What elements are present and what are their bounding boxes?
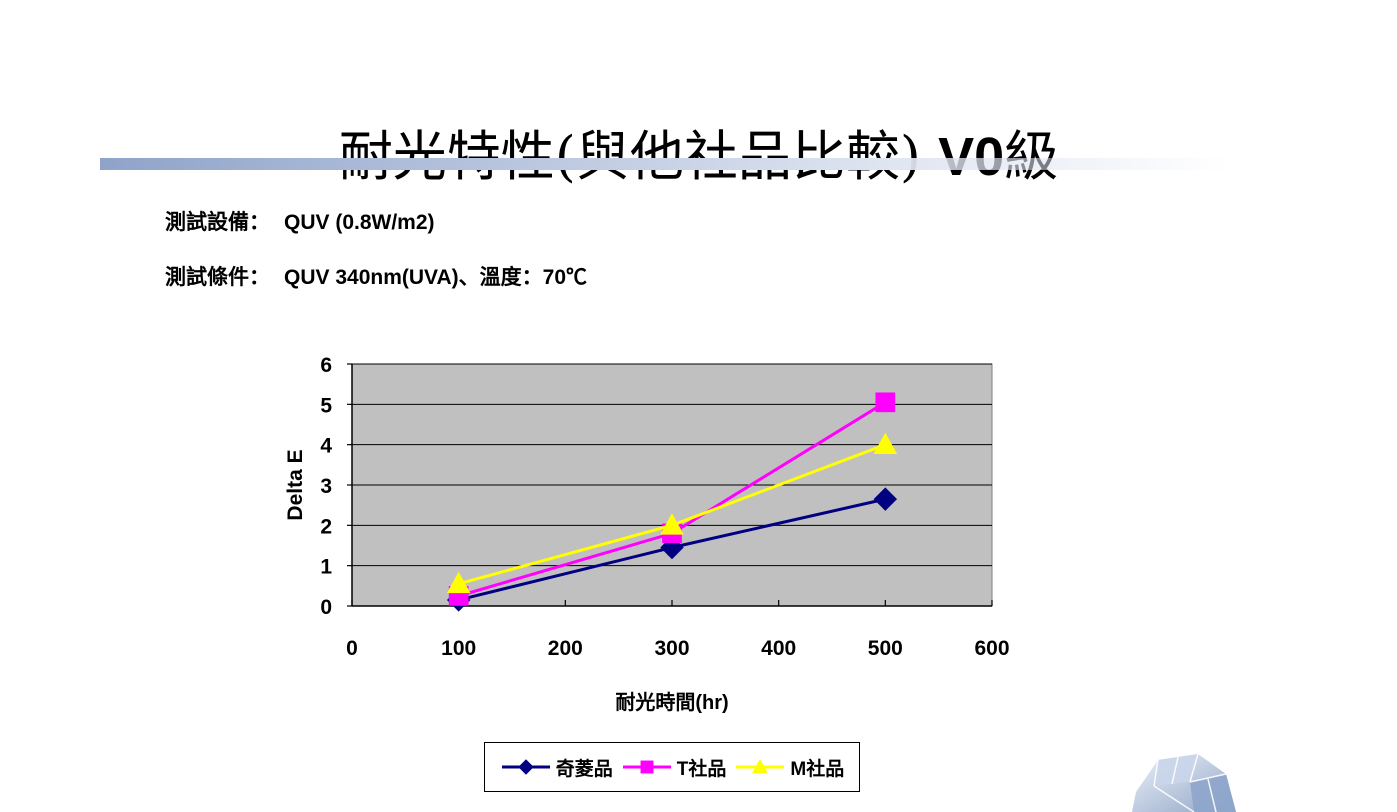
legend-label-0: 奇菱品 bbox=[555, 758, 613, 780]
company-logo-icon bbox=[1132, 753, 1236, 812]
test-condition-line: 測試條件： QUV 340nm(UVA)、溫度：70℃ bbox=[165, 261, 587, 291]
title-grade: V0 bbox=[938, 127, 1005, 187]
slide-title: 耐光特性(與他社品比較) V0級 bbox=[0, 112, 1397, 191]
legend-marker-diamond-icon bbox=[501, 759, 550, 775]
y-tick-label-0: 0 bbox=[320, 596, 332, 619]
x-tick-label-200: 200 bbox=[548, 637, 583, 660]
test-condition-value: QUV 340nm(UVA)、溫度：70℃ bbox=[284, 266, 588, 289]
data-series bbox=[446, 392, 898, 612]
title-suffix: 級 bbox=[1004, 125, 1059, 188]
x-tick-label-500: 500 bbox=[868, 637, 903, 660]
series-1-point-2 bbox=[875, 392, 896, 413]
title-underline bbox=[100, 158, 1230, 170]
chart-legend: 奇菱品 T社品 M社品 bbox=[484, 742, 860, 792]
test-equipment-line: 測試設備： QUV (0.8W/m2) bbox=[165, 206, 435, 236]
x-tick-label-400: 400 bbox=[761, 637, 796, 660]
y-tick-label-3: 3 bbox=[320, 475, 332, 498]
test-equipment-label: 測試設備： bbox=[165, 209, 270, 234]
y-tick-label-5: 5 bbox=[320, 394, 332, 417]
test-equipment-value: QUV (0.8W/m2) bbox=[284, 211, 435, 234]
series-2-point-1 bbox=[660, 513, 684, 535]
legend-item-0: 奇菱品 bbox=[500, 754, 613, 781]
gridlines bbox=[352, 363, 992, 567]
legend-marker-shape bbox=[518, 759, 534, 775]
legend-label-1: T社品 bbox=[676, 758, 727, 780]
tick-labels: 0 100 200 300 400 500 600 0 1 2 3 4 5 6 bbox=[320, 354, 1009, 660]
legend-marker-shape bbox=[640, 760, 654, 774]
legend-marker-triangle-icon bbox=[736, 758, 785, 774]
x-tick-label-0: 0 bbox=[346, 637, 358, 660]
title-main: 耐光特性(與他社品比較) bbox=[338, 125, 921, 188]
legend-item-2: M社品 bbox=[734, 754, 844, 781]
series-2 bbox=[446, 432, 898, 594]
legend-label-2: M社品 bbox=[790, 758, 845, 780]
legend-marker-shape bbox=[752, 758, 769, 774]
series-2-point-0 bbox=[446, 571, 471, 594]
legend-marker-square-icon bbox=[622, 760, 671, 774]
series-2-point-2 bbox=[873, 432, 898, 454]
y-tick-label-2: 2 bbox=[320, 515, 332, 538]
test-condition-label: 測試條件： bbox=[165, 264, 270, 289]
y-tick-label-6: 6 bbox=[320, 354, 332, 377]
x-axis-label: 耐光時間(hr) bbox=[615, 690, 728, 714]
x-tick-label-100: 100 bbox=[441, 637, 476, 660]
x-tick-label-300: 300 bbox=[654, 637, 689, 660]
legend-item-1: T社品 bbox=[621, 754, 727, 781]
y-tick-label-4: 4 bbox=[320, 435, 332, 458]
y-axis-label: Delta E bbox=[284, 449, 307, 520]
x-tick-label-600: 600 bbox=[974, 637, 1009, 660]
y-tick-label-1: 1 bbox=[320, 556, 332, 579]
series-0-point-2 bbox=[873, 487, 898, 511]
